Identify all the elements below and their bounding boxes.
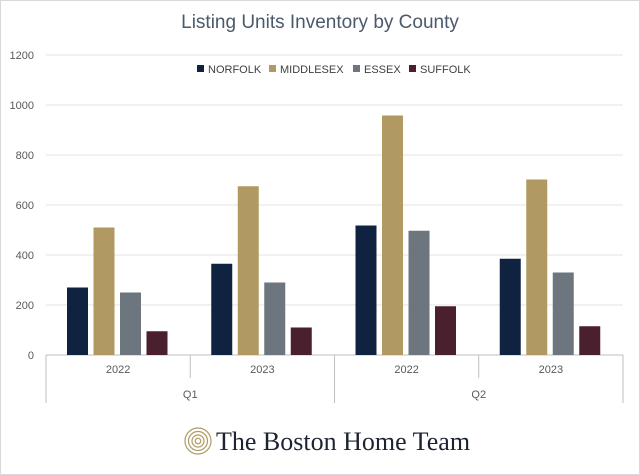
bar: [579, 326, 601, 355]
legend-swatch: [269, 65, 276, 72]
legend-label: MIDDLESEX: [280, 64, 344, 76]
legend-label: NORFOLK: [208, 64, 262, 76]
bar: [552, 272, 574, 355]
bar: [355, 225, 377, 355]
legend: NORFOLK MIDDLESEX ESSEX SUFFOLK: [197, 64, 471, 76]
gridlines: [46, 54, 623, 356]
bar: [67, 287, 88, 355]
legend-label: ESSEX: [364, 64, 401, 76]
bar: [382, 115, 403, 355]
bars: [67, 115, 601, 355]
x-tick-label: 2022: [394, 364, 418, 376]
x-group-label: Q2: [471, 389, 486, 401]
x-axis: 2022 2023 2022 2023 Q1 Q2: [45, 355, 624, 403]
bar: [146, 331, 168, 355]
legend-label: SUFFOLK: [420, 64, 471, 76]
brand-name: The Boston Home Team: [216, 427, 470, 456]
y-tick-label: 1200: [10, 50, 34, 62]
brand-logo: The Boston Home Team: [184, 427, 470, 456]
x-tick-label: 2022: [106, 364, 130, 376]
bar: [526, 179, 548, 355]
bar: [435, 306, 456, 355]
y-axis: 0 200 400 600 800 1000 1200: [10, 50, 34, 362]
y-tick-label: 0: [28, 350, 34, 362]
bar: [237, 186, 259, 355]
bar: [408, 230, 430, 355]
bar: [93, 227, 115, 355]
legend-swatch: [409, 65, 416, 72]
x-group-label: Q1: [183, 389, 198, 401]
legend-swatch: [353, 65, 360, 72]
bar: [120, 292, 141, 355]
y-tick-label: 1000: [10, 100, 34, 112]
swirl-logo-icon: [184, 427, 212, 455]
bar: [211, 263, 233, 355]
y-tick-label: 200: [16, 300, 34, 312]
chart-title: Listing Units Inventory by County: [181, 12, 459, 33]
y-tick-label: 800: [16, 150, 34, 162]
bar: [264, 282, 286, 355]
bar: [499, 258, 521, 355]
bar: [290, 327, 312, 355]
y-tick-label: 400: [16, 250, 34, 262]
x-tick-label: 2023: [250, 364, 274, 376]
x-tick-label: 2023: [539, 364, 563, 376]
y-tick-label: 600: [16, 200, 34, 212]
legend-swatch: [197, 65, 204, 72]
